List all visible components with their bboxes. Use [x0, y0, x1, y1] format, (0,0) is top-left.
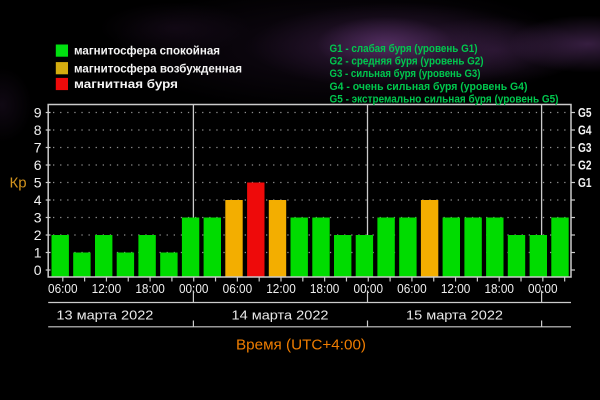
svg-text:G4: G4	[578, 124, 592, 138]
svg-text:G2: G2	[578, 159, 592, 173]
svg-text:15 марта 2022: 15 марта 2022	[406, 308, 503, 323]
svg-text:Время (UTC+4:00): Время (UTC+4:00)	[236, 338, 366, 354]
svg-text:0: 0	[34, 262, 42, 278]
svg-text:магнитосфера возбужденная: магнитосфера возбужденная	[74, 63, 242, 75]
svg-text:12:00: 12:00	[441, 282, 471, 296]
svg-text:2: 2	[34, 227, 42, 243]
svg-text:магнитная буря: магнитная буря	[74, 79, 178, 91]
svg-text:12:00: 12:00	[92, 282, 122, 296]
svg-text:G1 - слабая буря (уровень G1): G1 - слабая буря (уровень G1)	[330, 43, 478, 55]
svg-text:06:00: 06:00	[223, 282, 253, 296]
svg-text:G5: G5	[578, 106, 592, 120]
svg-text:4: 4	[34, 192, 42, 208]
svg-text:12:00: 12:00	[266, 282, 296, 296]
svg-text:G4 - очень сильная буря (урове: G4 - очень сильная буря (уровень G4)	[330, 81, 528, 93]
svg-text:G5 - экстремально сильная буря: G5 - экстремально сильная буря (уровень …	[330, 94, 559, 106]
svg-text:18:00: 18:00	[484, 282, 514, 296]
svg-text:18:00: 18:00	[135, 282, 165, 296]
svg-text:00:00: 00:00	[354, 282, 384, 296]
svg-text:7: 7	[34, 140, 42, 156]
svg-text:G1: G1	[578, 176, 592, 190]
svg-text:G2 - средняя буря (уровень G2): G2 - средняя буря (уровень G2)	[330, 56, 484, 68]
svg-text:3: 3	[34, 210, 42, 226]
svg-text:9: 9	[34, 105, 42, 121]
svg-text:G3: G3	[578, 141, 592, 155]
svg-text:6: 6	[34, 157, 42, 173]
svg-text:Кр: Кр	[10, 175, 27, 192]
svg-text:00:00: 00:00	[179, 282, 209, 296]
svg-text:14 марта 2022: 14 марта 2022	[232, 308, 329, 323]
svg-text:5: 5	[34, 175, 42, 191]
svg-text:06:00: 06:00	[48, 282, 78, 296]
svg-text:G3 - сильная буря (уровень G3): G3 - сильная буря (уровень G3)	[330, 68, 481, 80]
svg-text:13 марта 2022: 13 марта 2022	[56, 308, 153, 323]
svg-text:00:00: 00:00	[528, 282, 558, 296]
svg-text:06:00: 06:00	[397, 282, 427, 296]
svg-text:18:00: 18:00	[310, 282, 340, 296]
svg-text:1: 1	[34, 245, 42, 261]
svg-text:8: 8	[34, 122, 42, 138]
svg-text:магнитосфера спокойная: магнитосфера спокойная	[74, 46, 220, 58]
